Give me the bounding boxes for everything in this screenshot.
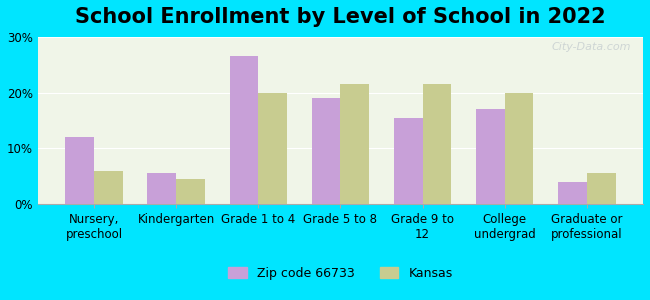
Bar (476, 109, 504, 204)
Bar (65, 137, 94, 204)
Legend: Zip code 66733, Kansas: Zip code 66733, Kansas (223, 262, 458, 285)
Bar (312, 98, 341, 204)
Title: School Enrollment by Level of School in 2022: School Enrollment by Level of School in … (75, 7, 606, 27)
Bar (176, 179, 205, 204)
Bar (229, 56, 258, 204)
Bar (94, 171, 123, 204)
Bar (258, 93, 287, 204)
Bar (394, 118, 422, 204)
Bar (587, 173, 616, 204)
Bar (558, 182, 587, 204)
Bar (504, 93, 534, 204)
Bar (422, 84, 451, 204)
Bar (341, 84, 369, 204)
Bar (148, 173, 176, 204)
Text: City-Data.com: City-Data.com (551, 42, 631, 52)
